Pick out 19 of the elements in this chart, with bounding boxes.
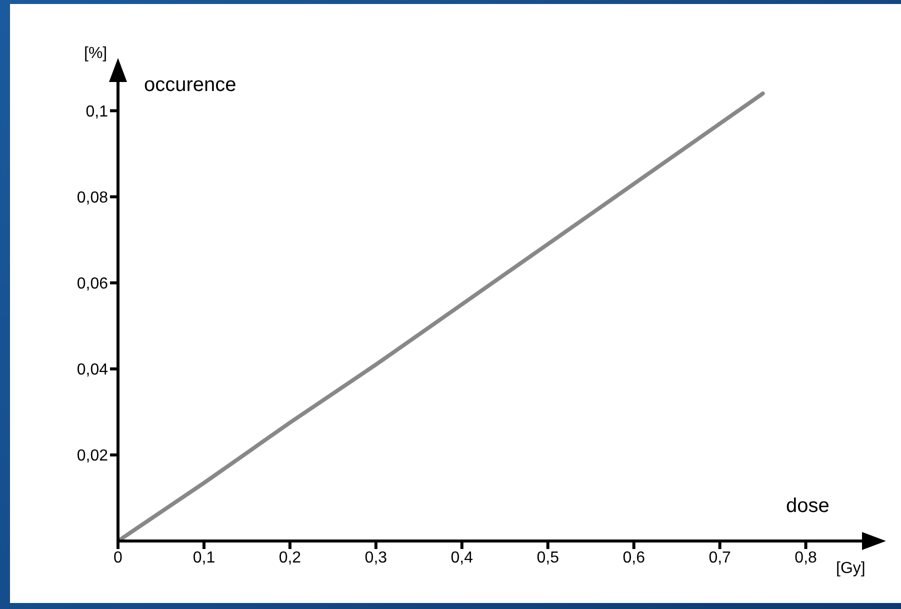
x-tick-label: 0,3: [364, 549, 388, 566]
x-tick-label: 0: [114, 549, 123, 566]
x-tick-label: 0,4: [450, 549, 474, 566]
y-tick-label: 0,06: [76, 276, 108, 293]
x-axis-title: dose: [786, 495, 830, 518]
x-tick-label: 0,2: [278, 549, 302, 566]
x-tick-label: 0,6: [622, 549, 646, 566]
y-tick-label: 0,02: [76, 448, 108, 465]
x-tick-label: 0,8: [794, 549, 818, 566]
y-axis-title: occurence: [144, 74, 236, 97]
line-series: [118, 92, 765, 541]
x-tick-label: 0,1: [192, 549, 216, 566]
y-tick-label: 0,04: [76, 362, 108, 379]
text: [%]: [84, 45, 108, 63]
x-tick-label: 0,7: [708, 549, 732, 566]
x-tick-label: 0,5: [536, 549, 560, 566]
y-tick-label: 0,1: [86, 103, 108, 120]
text: [Gy]: [836, 560, 866, 578]
y-tick-label: 0,08: [76, 189, 108, 206]
